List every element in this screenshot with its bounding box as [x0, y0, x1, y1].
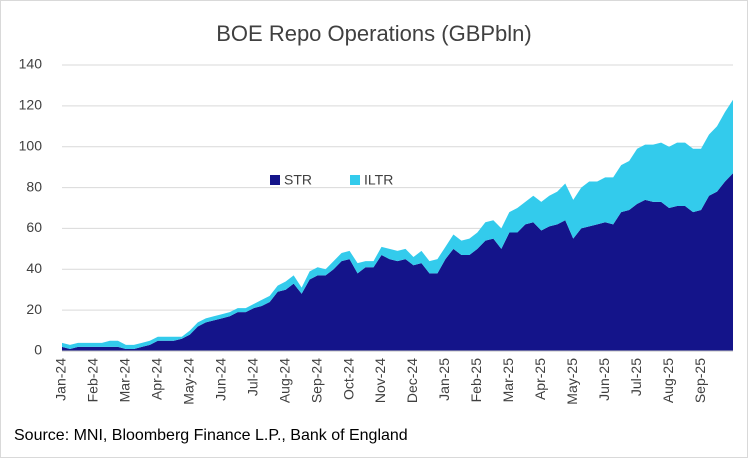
x-tick-label: Jun-25 — [596, 358, 612, 401]
y-tick-label: 140 — [19, 56, 43, 72]
x-tick-label: Sep-25 — [692, 358, 708, 403]
x-tick-label: Oct-24 — [340, 358, 356, 400]
x-tick-label: May-24 — [181, 358, 197, 405]
y-tick-label: 120 — [19, 97, 43, 113]
x-tick-label: Mar-24 — [117, 358, 133, 403]
x-tick-label: Apr-25 — [532, 358, 548, 400]
x-tick-label: Nov-24 — [372, 358, 388, 403]
y-tick-label: 20 — [26, 301, 42, 317]
x-tick-label: May-25 — [564, 358, 580, 405]
x-tick-label: Jan-24 — [53, 358, 69, 401]
x-tick-label: Jul-25 — [628, 358, 644, 396]
legend-label: ILTR — [364, 172, 393, 188]
legend-swatch — [350, 175, 360, 185]
legend-swatch — [270, 175, 280, 185]
y-tick-label: 80 — [26, 178, 42, 194]
x-tick-label: Jun-24 — [212, 358, 228, 401]
y-tick-label: 100 — [19, 137, 43, 153]
x-tick-label: Aug-25 — [660, 358, 676, 403]
x-tick-label: Feb-25 — [468, 358, 484, 403]
y-tick-label: 60 — [26, 219, 42, 235]
y-tick-label: 40 — [26, 260, 42, 276]
chart-title: BOE Repo Operations (GBPbln) — [216, 21, 531, 46]
area-0 — [62, 173, 733, 351]
x-tick-label: Feb-24 — [85, 358, 101, 403]
x-tick-label: Dec-24 — [404, 358, 420, 403]
legend-label: STR — [284, 172, 312, 188]
source: Source: MNI, Bloomberg Finance L.P., Ban… — [14, 427, 408, 444]
x-tick-label: Aug-24 — [276, 358, 292, 403]
x-tick-label: Jul-24 — [244, 358, 260, 396]
x-tick-label: Sep-24 — [308, 358, 324, 403]
x-tick-label: Apr-24 — [149, 358, 165, 400]
y-tick-label: 0 — [34, 342, 42, 358]
x-tick-label: Mar-25 — [500, 358, 516, 403]
x-tick-label: Jan-25 — [436, 358, 452, 401]
